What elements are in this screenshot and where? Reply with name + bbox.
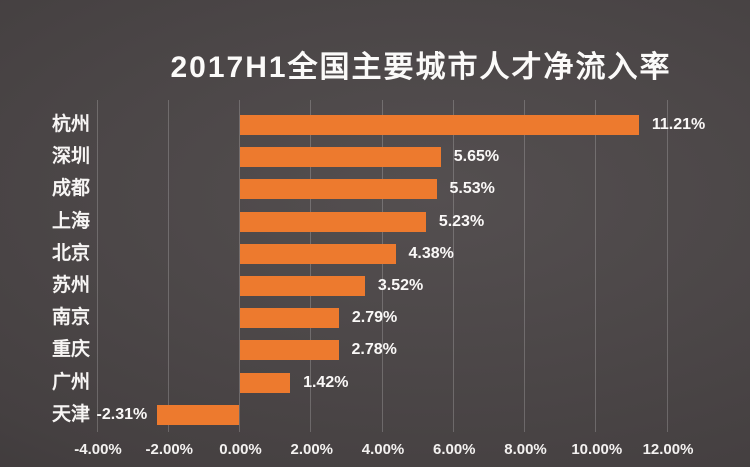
bar bbox=[239, 147, 441, 168]
x-tick-label: -4.00% bbox=[74, 441, 122, 458]
value-label: 11.21% bbox=[651, 116, 706, 133]
category-label: 北京 bbox=[51, 242, 90, 264]
category-label: 天津 bbox=[51, 403, 90, 425]
value-label: 5.23% bbox=[438, 212, 485, 230]
category-label: 深圳 bbox=[51, 146, 90, 168]
bar bbox=[157, 404, 240, 425]
x-tick-label: -2.00% bbox=[145, 441, 194, 458]
gridline bbox=[381, 100, 383, 432]
gridline bbox=[595, 100, 597, 432]
x-tick-label: 12.00% bbox=[642, 441, 694, 458]
category-label: 上海 bbox=[51, 210, 90, 232]
x-tick-label: 8.00% bbox=[504, 441, 547, 458]
bar bbox=[239, 115, 639, 135]
bar bbox=[239, 340, 339, 361]
gridline bbox=[452, 100, 454, 432]
value-label: 3.52% bbox=[377, 277, 424, 294]
value-label: 1.42% bbox=[303, 373, 349, 391]
bar bbox=[239, 179, 437, 200]
x-tick-label: 2.00% bbox=[290, 441, 334, 458]
value-label: 2.79% bbox=[351, 309, 398, 327]
category-label: 重庆 bbox=[51, 339, 90, 361]
gridline bbox=[524, 100, 525, 432]
bar bbox=[239, 243, 396, 264]
category-label: 广州 bbox=[51, 371, 90, 393]
x-tick-label: 6.00% bbox=[432, 441, 476, 458]
value-label: 5.53% bbox=[449, 180, 495, 198]
x-tick-label: 10.00% bbox=[571, 441, 623, 458]
bar bbox=[239, 211, 426, 232]
gridline bbox=[167, 100, 169, 432]
value-label: 4.38% bbox=[408, 244, 454, 262]
category-label: 南京 bbox=[51, 307, 90, 329]
category-label: 杭州 bbox=[51, 114, 90, 135]
gridline bbox=[239, 100, 240, 432]
x-tick-label: 4.00% bbox=[361, 441, 405, 458]
bar bbox=[239, 372, 291, 393]
category-label: 成都 bbox=[51, 178, 90, 200]
category-label: 苏州 bbox=[51, 275, 90, 296]
value-label: 2.78% bbox=[351, 341, 397, 359]
gridline bbox=[310, 100, 312, 432]
gridline bbox=[666, 100, 668, 432]
value-label: 5.65% bbox=[453, 148, 500, 166]
bar bbox=[239, 276, 365, 296]
value-label: -2.31% bbox=[96, 405, 148, 423]
gridline bbox=[96, 100, 98, 432]
x-tick-label: 0.00% bbox=[219, 441, 262, 458]
bar bbox=[239, 308, 339, 329]
chart-title: 2017H1全国主要城市人才净流入率 bbox=[170, 51, 672, 84]
